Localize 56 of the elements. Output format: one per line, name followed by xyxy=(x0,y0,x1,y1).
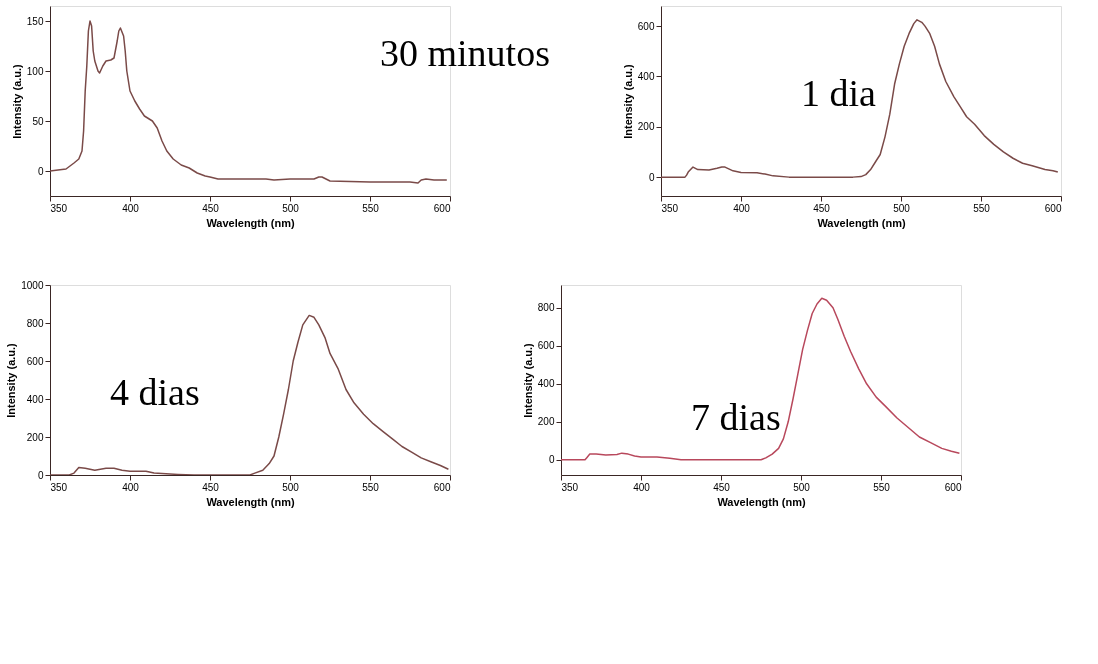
x-tick-label: 600 xyxy=(433,202,451,214)
x-tick-label: 500 xyxy=(893,202,911,214)
line-series xyxy=(661,19,1059,178)
y-axis-title: Intensity (a.u.) xyxy=(5,342,18,418)
x-tick-label: 550 xyxy=(873,481,891,493)
x-tick-label: 550 xyxy=(973,202,991,214)
annotation: 30 minutos xyxy=(380,32,550,74)
x-tick-label: 400 xyxy=(122,202,140,214)
y-tick-label: 800 xyxy=(537,302,555,314)
x-tick-label: 350 xyxy=(50,202,68,214)
y-tick-label: 800 xyxy=(26,317,44,329)
y-tick-label: 50 xyxy=(32,115,44,127)
x-tick-label: 450 xyxy=(813,202,831,214)
y-tick-label: 0 xyxy=(648,171,655,183)
x-tick-label: 400 xyxy=(122,481,140,493)
y-tick-label: 0 xyxy=(37,165,44,177)
x-tick-label: 550 xyxy=(362,202,380,214)
x-tick-label: 450 xyxy=(202,481,220,493)
x-tick-label: 400 xyxy=(733,202,751,214)
y-tick-label: 400 xyxy=(26,393,44,405)
x-tick-label: 500 xyxy=(793,481,811,493)
annotation: 7 dias xyxy=(691,396,781,438)
x-axis-title: Wavelength (nm) xyxy=(817,216,906,229)
y-tick-label: 200 xyxy=(637,121,655,133)
x-tick-label: 500 xyxy=(282,481,300,493)
x-tick-label: 500 xyxy=(282,202,300,214)
line-series xyxy=(561,297,961,461)
x-tick-label: 600 xyxy=(1044,202,1062,214)
y-tick-label: 400 xyxy=(637,70,655,82)
y-tick-label: 200 xyxy=(537,416,555,428)
y-tick-label: 600 xyxy=(637,20,655,32)
x-tick-label: 350 xyxy=(50,481,68,493)
x-tick-label: 350 xyxy=(661,202,679,214)
x-tick-label: 600 xyxy=(433,481,451,493)
annotation: 1 dia xyxy=(801,72,877,114)
y-tick-label: 200 xyxy=(26,431,44,443)
y-tick-label: 0 xyxy=(37,469,44,481)
x-axis-title: Wavelength (nm) xyxy=(717,495,806,508)
y-tick-label: 100 xyxy=(26,65,44,77)
x-tick-label: 600 xyxy=(944,481,962,493)
x-tick-label: 450 xyxy=(713,481,731,493)
y-axis-title: Intensity (a.u.) xyxy=(621,63,634,139)
x-axis-title: Wavelength (nm) xyxy=(206,495,295,508)
y-tick-label: 600 xyxy=(537,340,555,352)
x-tick-label: 450 xyxy=(202,202,220,214)
y-tick-label: 600 xyxy=(26,355,44,367)
x-tick-label: 550 xyxy=(362,481,380,493)
y-tick-label: 150 xyxy=(26,15,44,27)
annotation: 4 dias xyxy=(110,371,200,413)
y-tick-label: 0 xyxy=(548,454,555,466)
y-axis-title: Intensity (a.u.) xyxy=(521,342,534,418)
y-axis-title: Intensity (a.u.) xyxy=(10,63,23,139)
y-tick-label: 400 xyxy=(537,378,555,390)
y-tick-label: 1000 xyxy=(21,279,44,291)
x-axis-title: Wavelength (nm) xyxy=(206,216,295,229)
x-tick-label: 350 xyxy=(561,481,579,493)
